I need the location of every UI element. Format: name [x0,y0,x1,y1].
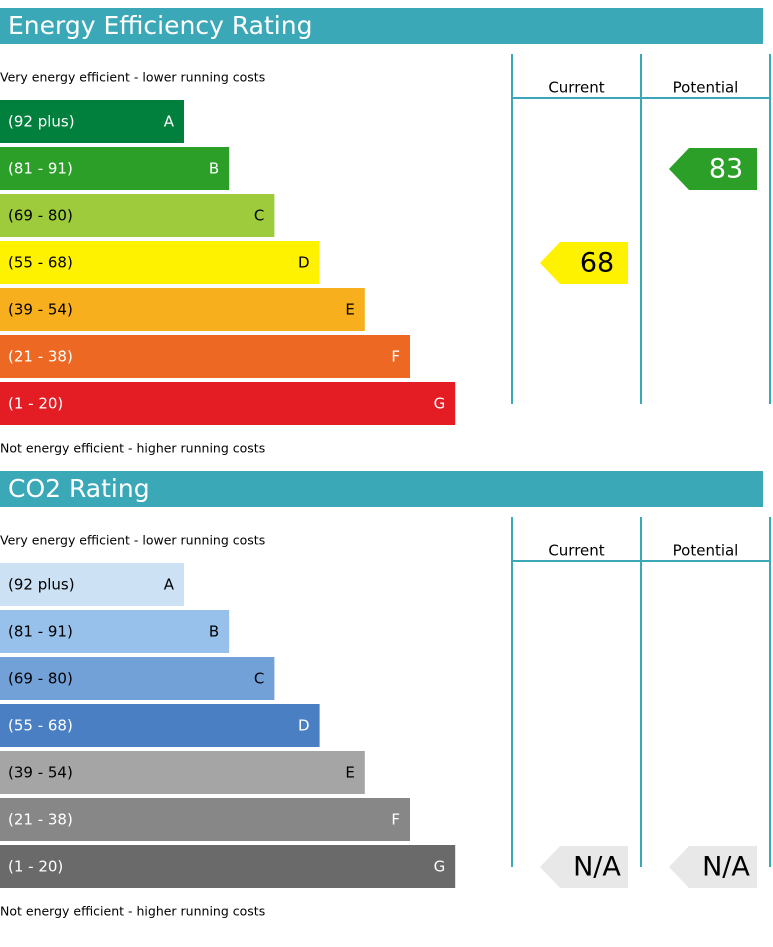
section-header [0,8,763,44]
section-title: CO2 Rating [8,474,150,503]
band-range: (1 - 20) [8,395,63,413]
top-note: Very energy efficient - lower running co… [0,70,265,85]
rating-band [0,704,320,747]
rating-band [0,751,365,794]
bottom-note: Not energy efficient - higher running co… [0,904,265,919]
band-letter: B [209,160,219,178]
rating-arrow [669,148,757,190]
column-header: Current [548,79,604,97]
band-range: (55 - 68) [8,254,73,272]
column-header: Potential [673,79,739,97]
band-letter: F [391,811,400,829]
band-letter: B [209,623,219,641]
band-letter: D [298,254,310,272]
rating-section: CO2 Rating Very energy efficient - lower … [0,471,771,919]
rating-band [0,335,410,378]
rating-band [0,241,320,284]
band-range: (92 plus) [8,113,75,131]
rating-band [0,610,230,653]
section-header [0,471,763,507]
rating-value: 83 [709,154,743,185]
band-range: (92 plus) [8,576,75,594]
band-range: (39 - 54) [8,764,73,782]
rating-band [0,657,275,700]
rating-arrow [540,846,628,888]
band-range: (21 - 38) [8,811,73,829]
band-range: (81 - 91) [8,623,73,641]
band-range: (81 - 91) [8,160,73,178]
rating-value: 68 [580,248,614,279]
column-header: Current [548,542,604,560]
band-range: (69 - 80) [8,670,73,688]
band-range: (69 - 80) [8,207,73,225]
band-letter: G [434,858,446,876]
rating-band [0,845,456,888]
band-letter: C [254,670,264,688]
band-range: (21 - 38) [8,348,73,366]
band-range: (1 - 20) [8,858,63,876]
section-title: Energy Efficiency Rating [8,11,312,40]
band-range: (55 - 68) [8,717,73,735]
rating-arrow [540,242,628,284]
rating-value: N/A [573,852,621,883]
band-letter: A [164,113,175,131]
rating-band [0,147,230,190]
top-note: Very energy efficient - lower running co… [0,533,265,548]
band-letter: C [254,207,264,225]
rating-band [0,563,184,606]
rating-section: Energy Efficiency Rating Very energy effi… [0,8,771,456]
band-letter: E [345,764,354,782]
rating-band [0,194,275,237]
band-letter: F [391,348,400,366]
rating-value: N/A [702,852,750,883]
rating-band [0,382,456,425]
band-letter: G [434,395,446,413]
band-letter: D [298,717,310,735]
band-letter: A [164,576,175,594]
band-range: (39 - 54) [8,301,73,319]
rating-arrow [669,846,757,888]
rating-band [0,798,410,841]
rating-band [0,100,184,143]
band-letter: E [345,301,354,319]
column-header: Potential [673,542,739,560]
bottom-note: Not energy efficient - higher running co… [0,441,265,456]
rating-band [0,288,365,331]
